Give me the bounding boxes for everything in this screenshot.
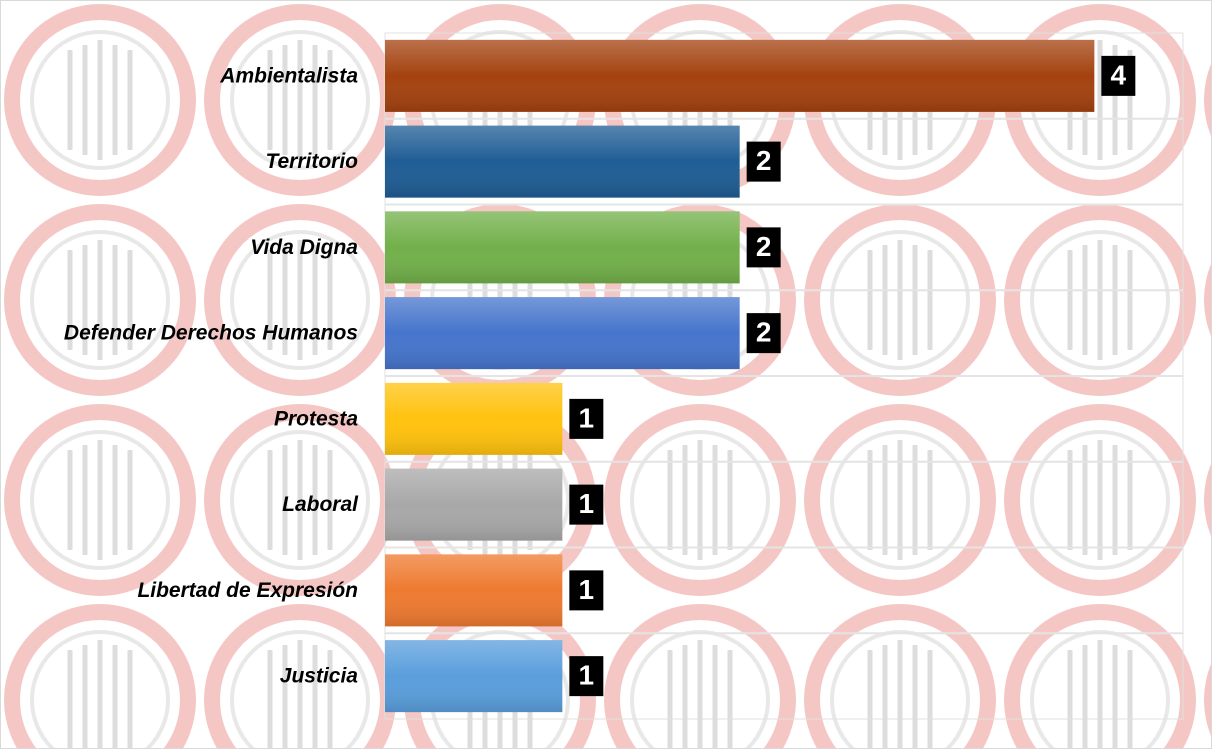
value-label: 1 [579, 660, 595, 691]
category-label: Ambientalista [219, 64, 358, 87]
bar-sheen [385, 211, 740, 284]
value-label: 4 [1111, 59, 1127, 90]
value-label: 1 [579, 574, 595, 605]
value-label: 2 [756, 317, 772, 348]
value-label-box [1101, 55, 1136, 96]
bar-sheen [385, 297, 740, 370]
category-label: Libertad de Expresión [137, 579, 358, 602]
bar-sheen [385, 468, 563, 541]
value-label-box [569, 656, 604, 697]
value-label-box [569, 484, 604, 525]
bar-sheen [385, 554, 563, 627]
value-label: 1 [579, 488, 595, 519]
category-label: Territorio [265, 150, 358, 173]
value-label-box [569, 398, 604, 439]
value-label-box [746, 141, 781, 182]
category-label: Defender Derechos Humanos [64, 322, 358, 345]
category-label: Justicia [280, 665, 359, 688]
bar-sheen [385, 382, 563, 455]
category-label: Protesta [274, 407, 358, 430]
category-label: Laboral [282, 493, 359, 516]
category-label: Vida Digna [250, 236, 358, 259]
bar-sheen [385, 125, 740, 198]
value-label: 2 [756, 231, 772, 262]
value-label-box [569, 570, 604, 611]
bar-sheen [385, 640, 563, 713]
value-label: 2 [756, 145, 772, 176]
value-label-box [746, 313, 781, 354]
value-label-box [746, 227, 781, 268]
value-label: 1 [579, 402, 595, 433]
bar-sheen [385, 39, 1095, 112]
